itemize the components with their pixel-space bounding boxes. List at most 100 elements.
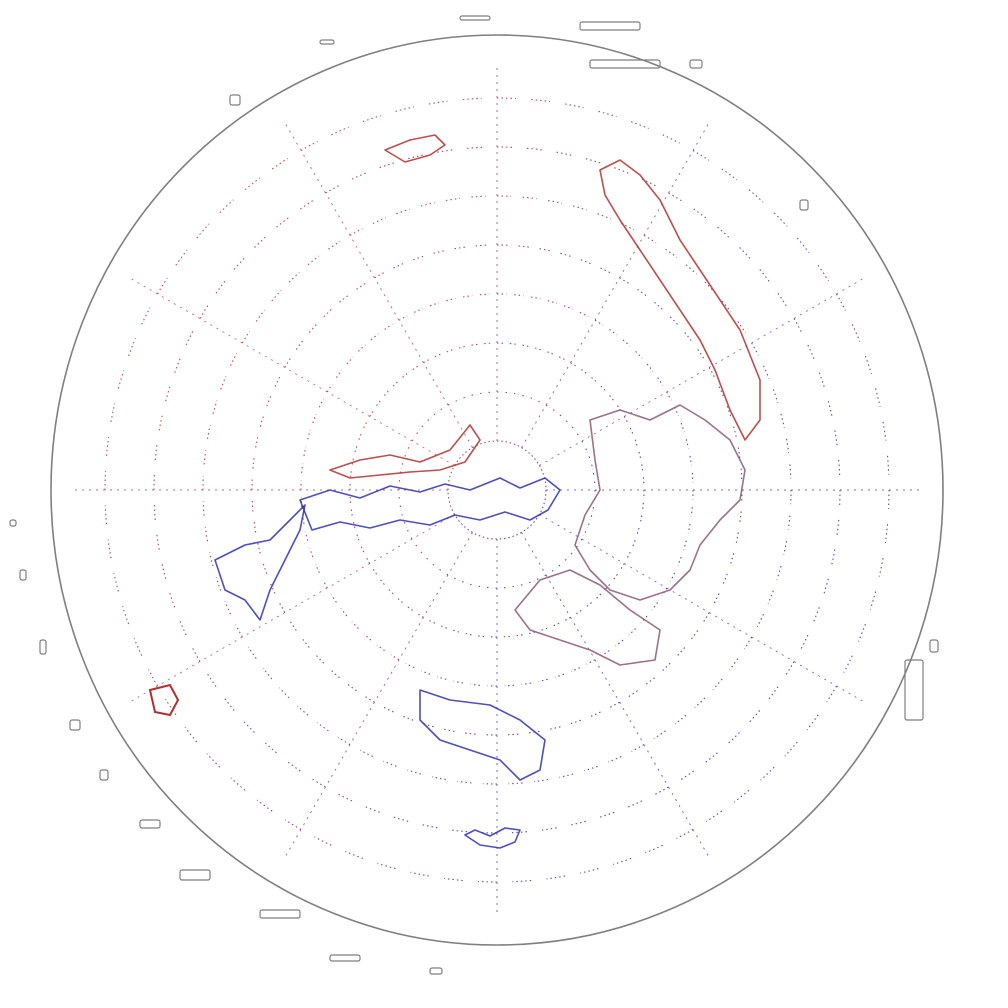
latitude-arc: [851, 324, 861, 342]
latitude-arc: [284, 357, 292, 368]
latitude-arc: [220, 376, 227, 390]
latitude-arc: [666, 391, 672, 401]
latitude-arc: [457, 519, 460, 522]
latitude-arc: [522, 529, 526, 532]
latitude-arc: [502, 635, 510, 638]
latitude-arc: [376, 399, 382, 407]
latitude-arc: [168, 591, 176, 608]
latitude-arc: [588, 456, 592, 462]
latitude-arc: [471, 343, 479, 346]
latitude-arc: [364, 805, 380, 813]
latitude-arc: [165, 698, 177, 716]
latitude-arc: [351, 621, 359, 629]
latitude-arc: [517, 584, 523, 587]
meridian-line: [127, 276, 455, 466]
latitude-arc: [609, 328, 618, 336]
latitude-arc: [629, 427, 634, 435]
latitude-arc: [117, 370, 125, 389]
latitude-arc: [439, 625, 447, 629]
latitude-graticule: [104, 97, 890, 883]
latitude-arc: [528, 631, 536, 635]
meridian-line: [521, 120, 711, 448]
landmass-far-left: [148, 683, 180, 717]
latitude-arc: [653, 730, 666, 740]
latitude-arc: [398, 476, 401, 482]
latitude-arc: [383, 760, 397, 767]
latitude-arc: [674, 714, 687, 725]
latitude-arc: [630, 121, 649, 130]
latitude-arc: [636, 527, 640, 535]
latitude-arc: [620, 223, 635, 231]
latitude-arc: [251, 499, 254, 512]
latitude-arc: [574, 545, 578, 551]
latitude-arc: [634, 439, 638, 447]
latitude-arc: [156, 533, 160, 550]
latitude-arc: [531, 455, 534, 458]
latitude-arc: [583, 531, 587, 536]
latitude-arc: [777, 292, 788, 308]
latitude-arc: [436, 567, 442, 571]
latitude-arc: [843, 655, 853, 673]
latitude-arc: [622, 339, 631, 347]
latitude-arc: [430, 561, 435, 566]
latitude-arc: [284, 819, 302, 830]
latitude-arc: [735, 532, 739, 545]
latitude-arc: [288, 271, 300, 283]
latitude-arc: [477, 534, 481, 537]
latitude-arc: [326, 383, 333, 393]
latitude-arc: [522, 394, 528, 398]
latitude-arc: [584, 765, 598, 772]
latitude-arc: [526, 527, 529, 530]
latitude-arc: [276, 216, 290, 228]
latitude-arc: [562, 558, 567, 563]
latitude-circle: [251, 244, 743, 736]
latitude-arc: [783, 541, 788, 556]
latitude-arc: [580, 369, 588, 375]
latitude-arc: [886, 455, 890, 475]
latitude-arc: [796, 237, 810, 254]
latitude-arc: [399, 502, 402, 508]
outer-fragment: [19, 569, 27, 581]
landmass-right: [574, 404, 746, 601]
latitude-arc: [524, 449, 528, 452]
latitude-arc: [737, 321, 747, 334]
latitude-arc: [295, 339, 304, 350]
latitude-arc: [585, 158, 602, 164]
latitude-arc: [528, 452, 531, 455]
latitude-arc: [437, 149, 454, 153]
latitude-arc: [328, 240, 341, 250]
latitude-arc: [812, 607, 820, 623]
latitude-arc: [512, 879, 532, 883]
latitude-arc: [427, 417, 432, 422]
longitude-graticule: [71, 64, 923, 916]
latitude-arc: [534, 347, 542, 351]
latitude-arc: [421, 423, 426, 428]
latitude-arc: [676, 647, 686, 657]
latitude-arc: [449, 474, 451, 478]
latitude-arc: [256, 799, 273, 812]
latitude-arc: [475, 585, 481, 588]
latitude-arc: [325, 184, 341, 194]
latitude-arc: [642, 477, 645, 485]
latitude-arc: [532, 521, 535, 524]
latitude-arc: [354, 445, 358, 453]
latitude-arc: [407, 444, 411, 449]
latitude-arc: [153, 503, 156, 520]
latitude-arc: [351, 457, 355, 465]
latitude-arc: [565, 420, 570, 425]
latitude-arc: [252, 456, 255, 469]
latitude-arc: [613, 857, 632, 865]
latitude-arc: [692, 150, 710, 161]
latitude-arc: [244, 177, 261, 191]
latitude-arc: [530, 397, 536, 401]
latitude-arc: [479, 392, 485, 395]
latitude-arc: [331, 126, 349, 136]
latitude-arc: [563, 305, 574, 310]
latitude-arc: [271, 158, 289, 170]
latitude-arc: [600, 385, 607, 392]
latitude-arc: [178, 619, 187, 636]
latitude-arc: [420, 202, 435, 207]
latitude-arc: [589, 711, 601, 718]
latitude-arc: [463, 525, 466, 528]
latitude-arc: [471, 195, 486, 198]
